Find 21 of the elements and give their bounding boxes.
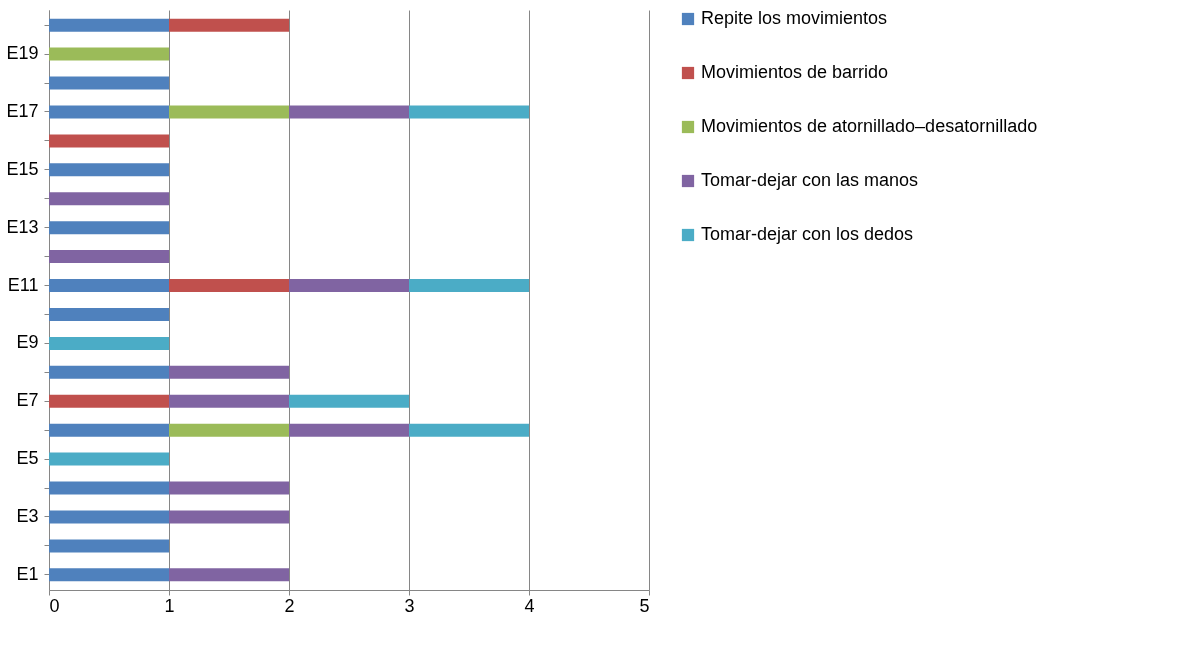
y-tick-label: E5 — [16, 448, 39, 469]
y-tick-label: E1 — [16, 563, 39, 584]
x-tick-label: 4 — [524, 595, 535, 616]
y-tick-label: E17 — [6, 100, 39, 121]
y-tick-label: E13 — [6, 216, 39, 237]
y-tick-label: E3 — [16, 505, 39, 526]
y-tick-label: E15 — [6, 158, 39, 179]
x-tick-label: 3 — [404, 595, 415, 616]
y-tick-label: E19 — [6, 43, 39, 64]
x-tick-label: 5 — [639, 595, 650, 616]
x-tick-label: 1 — [164, 595, 175, 616]
y-tick-label: E11 — [7, 274, 39, 295]
y-tick-label: E9 — [16, 332, 39, 353]
legend-label: Movimientos de barrido — [701, 62, 889, 82]
y-tick-label: E7 — [16, 390, 39, 411]
x-tick-label: 2 — [284, 595, 295, 616]
legend-label: Tomar-dejar con las manos — [701, 170, 919, 190]
legend-label: Tomar-dejar con los dedos — [701, 224, 914, 244]
x-tick-label: 0 — [49, 595, 60, 616]
legend-label: Movimientos de atornillado–desatornillado — [701, 116, 1038, 136]
legend-label: Repite los movimientos — [701, 8, 888, 28]
